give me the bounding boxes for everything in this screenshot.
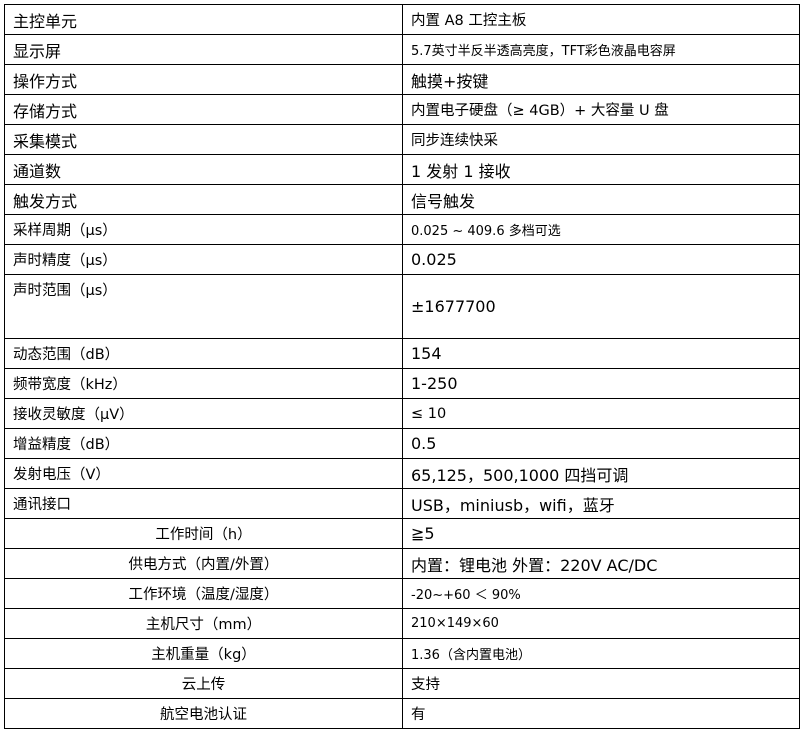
spec-value: 内置 A8 工控主板	[402, 4, 800, 35]
spec-label: 云上传	[4, 668, 403, 699]
spec-label: 显示屏	[4, 34, 403, 65]
table-row: 存储方式 内置电子硬盘（≥ 4GB）+ 大容量 U 盘	[4, 94, 800, 125]
spec-table: 主控单元 内置 A8 工控主板 显示屏 5.7英寸半反半透高亮度，TFT彩色液晶电容屏…	[4, 4, 800, 729]
spec-value: ≧5	[402, 518, 800, 549]
spec-label: 航空电池认证	[4, 698, 403, 729]
spec-value: 支持	[402, 668, 800, 699]
table-row: 声时精度（μs） 0.025	[4, 244, 800, 275]
spec-label: 发射电压（V）	[4, 458, 403, 489]
table-row: 通道数 1 发射 1 接收	[4, 154, 800, 185]
spec-value: -20~+60 ＜ 90%	[402, 578, 800, 609]
spec-value: ±1677700	[402, 274, 800, 339]
table-row: 主机重量（kg） 1.36（含内置电池）	[4, 638, 800, 669]
spec-value: 同步连续快采	[402, 124, 800, 155]
table-row: 供电方式（内置/外置） 内置：锂电池 外置：220V AC/DC	[4, 548, 800, 579]
spec-value: 内置：锂电池 外置：220V AC/DC	[402, 548, 800, 579]
spec-value: 154	[402, 338, 800, 369]
spec-label: 接收灵敏度（μV）	[4, 398, 403, 429]
table-row: 云上传 支持	[4, 668, 800, 699]
table-row: 工作环境（温度/湿度） -20~+60 ＜ 90%	[4, 578, 800, 609]
spec-label: 通道数	[4, 154, 403, 185]
table-row: 工作时间（h） ≧5	[4, 518, 800, 549]
spec-label: 工作时间（h）	[4, 518, 403, 549]
spec-value: 5.7英寸半反半透高亮度，TFT彩色液晶电容屏	[402, 34, 800, 65]
table-row: 增益精度（dB） 0.5	[4, 428, 800, 459]
table-row: 主机尺寸（mm） 210×149×60	[4, 608, 800, 639]
spec-label: 主机重量（kg）	[4, 638, 403, 669]
spec-label: 触发方式	[4, 184, 403, 215]
table-row: 声时范围（μs） ±1677700	[4, 274, 800, 339]
spec-value: 1.36（含内置电池）	[402, 638, 800, 669]
table-row: 操作方式 触摸+按键	[4, 64, 800, 95]
spec-value: 210×149×60	[402, 608, 800, 639]
spec-label: 声时精度（μs）	[4, 244, 403, 275]
spec-value: 0.025	[402, 244, 800, 275]
table-row: 通讯接口 USB，miniusb，wifi，蓝牙	[4, 488, 800, 519]
spec-value: 1 发射 1 接收	[402, 154, 800, 185]
table-row: 接收灵敏度（μV） ≤ 10	[4, 398, 800, 429]
spec-value: 信号触发	[402, 184, 800, 215]
spec-label: 动态范围（dB）	[4, 338, 403, 369]
spec-value: 0.025 ~ 409.6 多档可选	[402, 214, 800, 245]
spec-value: 65,125，500,1000 四挡可调	[402, 458, 800, 489]
spec-label: 存储方式	[4, 94, 403, 125]
spec-value: 1-250	[402, 368, 800, 399]
table-row: 发射电压（V） 65,125，500,1000 四挡可调	[4, 458, 800, 489]
spec-label: 采集模式	[4, 124, 403, 155]
table-row: 采样周期（μs） 0.025 ~ 409.6 多档可选	[4, 214, 800, 245]
spec-label: 通讯接口	[4, 488, 403, 519]
spec-value: 0.5	[402, 428, 800, 459]
spec-label: 声时范围（μs）	[4, 274, 403, 339]
spec-value: 触摸+按键	[402, 64, 800, 95]
spec-label: 供电方式（内置/外置）	[4, 548, 403, 579]
table-row: 航空电池认证有	[4, 698, 800, 729]
table-row: 频带宽度（kHz） 1-250	[4, 368, 800, 399]
spec-label: 工作环境（温度/湿度）	[4, 578, 403, 609]
spec-label: 采样周期（μs）	[4, 214, 403, 245]
table-row: 主控单元 内置 A8 工控主板	[4, 4, 800, 35]
table-row: 动态范围（dB） 154	[4, 338, 800, 369]
spec-label: 主控单元	[4, 4, 403, 35]
spec-label: 频带宽度（kHz）	[4, 368, 403, 399]
table-row: 触发方式 信号触发	[4, 184, 800, 215]
spec-label: 增益精度（dB）	[4, 428, 403, 459]
spec-label: 主机尺寸（mm）	[4, 608, 403, 639]
spec-value: ≤ 10	[402, 398, 800, 429]
spec-value: 内置电子硬盘（≥ 4GB）+ 大容量 U 盘	[402, 94, 800, 125]
spec-label: 操作方式	[4, 64, 403, 95]
spec-value: 有	[402, 698, 800, 729]
spec-value: USB，miniusb，wifi，蓝牙	[402, 488, 800, 519]
table-row: 显示屏 5.7英寸半反半透高亮度，TFT彩色液晶电容屏	[4, 34, 800, 65]
table-row: 采集模式 同步连续快采	[4, 124, 800, 155]
